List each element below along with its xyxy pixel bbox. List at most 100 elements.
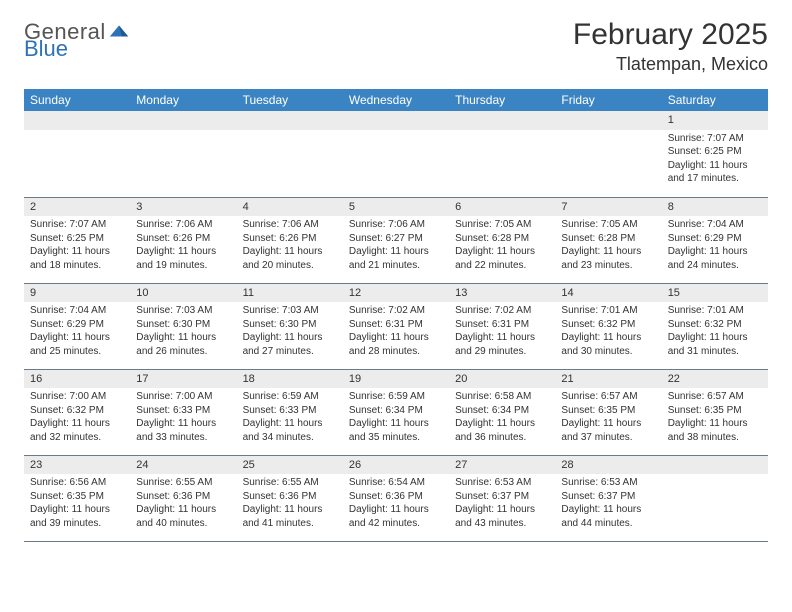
calendar-cell: 6Sunrise: 7:05 AMSunset: 6:28 PMDaylight… (449, 197, 555, 283)
col-wednesday: Wednesday (343, 89, 449, 111)
day-data: Sunrise: 7:03 AMSunset: 6:30 PMDaylight:… (243, 304, 337, 358)
sunset-text: Sunset: 6:31 PM (455, 318, 549, 332)
day-data: Sunrise: 6:59 AMSunset: 6:33 PMDaylight:… (243, 390, 337, 444)
day-data: Sunrise: 7:04 AMSunset: 6:29 PMDaylight:… (30, 304, 124, 358)
calendar-cell: 5Sunrise: 7:06 AMSunset: 6:27 PMDaylight… (343, 197, 449, 283)
daylight-text-2: and 20 minutes. (243, 259, 337, 273)
calendar-cell: 15Sunrise: 7:01 AMSunset: 6:32 PMDayligh… (662, 283, 768, 369)
daylight-text-2: and 37 minutes. (561, 431, 655, 445)
sunset-text: Sunset: 6:28 PM (455, 232, 549, 246)
day-number (130, 111, 236, 130)
sunrise-text: Sunrise: 6:53 AM (455, 476, 549, 490)
day-number (555, 111, 661, 130)
daylight-text-1: Daylight: 11 hours (668, 245, 762, 259)
sunrise-text: Sunrise: 6:54 AM (349, 476, 443, 490)
calendar-cell (130, 111, 236, 197)
day-number: 28 (555, 456, 661, 475)
day-number: 22 (662, 370, 768, 389)
daylight-text-1: Daylight: 11 hours (30, 331, 124, 345)
sunrise-text: Sunrise: 6:55 AM (136, 476, 230, 490)
day-number: 15 (662, 284, 768, 303)
daylight-text-1: Daylight: 11 hours (136, 417, 230, 431)
daylight-text-1: Daylight: 11 hours (349, 245, 443, 259)
sunset-text: Sunset: 6:35 PM (30, 490, 124, 504)
day-data: Sunrise: 7:01 AMSunset: 6:32 PMDaylight:… (668, 304, 762, 358)
col-friday: Friday (555, 89, 661, 111)
day-data: Sunrise: 7:05 AMSunset: 6:28 PMDaylight:… (455, 218, 549, 272)
daylight-text-1: Daylight: 11 hours (455, 331, 549, 345)
calendar-week: 16Sunrise: 7:00 AMSunset: 6:32 PMDayligh… (24, 369, 768, 455)
sunrise-text: Sunrise: 7:05 AM (455, 218, 549, 232)
sunset-text: Sunset: 6:32 PM (30, 404, 124, 418)
sunrise-text: Sunrise: 7:04 AM (30, 304, 124, 318)
day-number: 23 (24, 456, 130, 475)
day-number (237, 111, 343, 130)
daylight-text-1: Daylight: 11 hours (136, 331, 230, 345)
sunset-text: Sunset: 6:32 PM (561, 318, 655, 332)
daylight-text-2: and 25 minutes. (30, 345, 124, 359)
day-data: Sunrise: 7:04 AMSunset: 6:29 PMDaylight:… (668, 218, 762, 272)
logo-triangle-icon (108, 20, 130, 42)
sunset-text: Sunset: 6:35 PM (561, 404, 655, 418)
sunset-text: Sunset: 6:31 PM (349, 318, 443, 332)
daylight-text-2: and 31 minutes. (668, 345, 762, 359)
calendar-cell: 17Sunrise: 7:00 AMSunset: 6:33 PMDayligh… (130, 369, 236, 455)
calendar-cell (449, 111, 555, 197)
daylight-text-2: and 42 minutes. (349, 517, 443, 531)
daylight-text-2: and 35 minutes. (349, 431, 443, 445)
day-number: 24 (130, 456, 236, 475)
sunset-text: Sunset: 6:25 PM (30, 232, 124, 246)
daylight-text-1: Daylight: 11 hours (30, 503, 124, 517)
col-monday: Monday (130, 89, 236, 111)
daylight-text-2: and 24 minutes. (668, 259, 762, 273)
daylight-text-1: Daylight: 11 hours (243, 331, 337, 345)
day-number: 5 (343, 198, 449, 217)
daylight-text-1: Daylight: 11 hours (243, 503, 337, 517)
daylight-text-1: Daylight: 11 hours (561, 417, 655, 431)
day-data: Sunrise: 6:58 AMSunset: 6:34 PMDaylight:… (455, 390, 549, 444)
col-thursday: Thursday (449, 89, 555, 111)
day-number: 20 (449, 370, 555, 389)
daylight-text-2: and 29 minutes. (455, 345, 549, 359)
day-number: 27 (449, 456, 555, 475)
daylight-text-1: Daylight: 11 hours (30, 417, 124, 431)
day-number: 11 (237, 284, 343, 303)
daylight-text-2: and 36 minutes. (455, 431, 549, 445)
daylight-text-1: Daylight: 11 hours (561, 245, 655, 259)
day-data: Sunrise: 6:53 AMSunset: 6:37 PMDaylight:… (455, 476, 549, 530)
calendar-cell: 1Sunrise: 7:07 AMSunset: 6:25 PMDaylight… (662, 111, 768, 197)
daylight-text-1: Daylight: 11 hours (668, 159, 762, 173)
calendar-cell: 28Sunrise: 6:53 AMSunset: 6:37 PMDayligh… (555, 455, 661, 541)
daylight-text-2: and 33 minutes. (136, 431, 230, 445)
calendar-cell: 2Sunrise: 7:07 AMSunset: 6:25 PMDaylight… (24, 197, 130, 283)
day-data: Sunrise: 7:02 AMSunset: 6:31 PMDaylight:… (455, 304, 549, 358)
calendar-cell: 22Sunrise: 6:57 AMSunset: 6:35 PMDayligh… (662, 369, 768, 455)
sunrise-text: Sunrise: 7:02 AM (455, 304, 549, 318)
daylight-text-2: and 44 minutes. (561, 517, 655, 531)
sunrise-text: Sunrise: 6:59 AM (243, 390, 337, 404)
day-number: 4 (237, 198, 343, 217)
day-data: Sunrise: 7:07 AMSunset: 6:25 PMDaylight:… (668, 132, 762, 186)
day-data: Sunrise: 7:06 AMSunset: 6:26 PMDaylight:… (243, 218, 337, 272)
calendar-head: Sunday Monday Tuesday Wednesday Thursday… (24, 89, 768, 111)
sunrise-text: Sunrise: 7:03 AM (136, 304, 230, 318)
day-number: 12 (343, 284, 449, 303)
calendar-cell: 12Sunrise: 7:02 AMSunset: 6:31 PMDayligh… (343, 283, 449, 369)
calendar-cell: 10Sunrise: 7:03 AMSunset: 6:30 PMDayligh… (130, 283, 236, 369)
daylight-text-2: and 32 minutes. (30, 431, 124, 445)
day-data: Sunrise: 7:01 AMSunset: 6:32 PMDaylight:… (561, 304, 655, 358)
page-title: February 2025 (573, 18, 768, 52)
calendar-cell (24, 111, 130, 197)
day-data: Sunrise: 6:57 AMSunset: 6:35 PMDaylight:… (668, 390, 762, 444)
daylight-text-2: and 19 minutes. (136, 259, 230, 273)
sunrise-text: Sunrise: 7:01 AM (668, 304, 762, 318)
daylight-text-1: Daylight: 11 hours (455, 417, 549, 431)
sunset-text: Sunset: 6:37 PM (561, 490, 655, 504)
sunrise-text: Sunrise: 6:59 AM (349, 390, 443, 404)
logo-line2: Blue (24, 37, 106, 60)
daylight-text-1: Daylight: 11 hours (30, 245, 124, 259)
daylight-text-1: Daylight: 11 hours (668, 331, 762, 345)
day-data: Sunrise: 7:06 AMSunset: 6:27 PMDaylight:… (349, 218, 443, 272)
calendar-cell (237, 111, 343, 197)
sunset-text: Sunset: 6:32 PM (668, 318, 762, 332)
